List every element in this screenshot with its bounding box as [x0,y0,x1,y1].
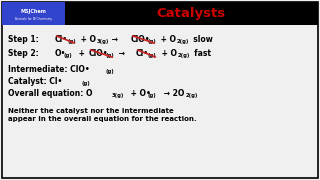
Text: Intermediate: ClO•: Intermediate: ClO• [8,64,90,73]
Text: 2(g): 2(g) [177,39,189,44]
Text: Cl•: Cl• [136,48,149,57]
Text: 3(g): 3(g) [97,39,109,44]
Text: Catalysts: Catalysts [156,6,226,19]
Text: (g): (g) [106,53,115,58]
Text: 2(g): 2(g) [186,93,198,98]
Text: Cl•: Cl• [55,35,68,44]
Text: (g): (g) [106,69,115,74]
Text: 3(g): 3(g) [112,93,124,98]
Text: fast: fast [189,48,211,57]
Text: O•: O• [55,48,66,57]
Text: + O: + O [78,35,96,44]
Bar [2,2,65,25]
Text: (g): (g) [148,39,157,44]
Text: Neither the catalyst nor the intermediate
appear in the overall equation for the: Neither the catalyst nor the intermediat… [8,107,196,123]
Text: (g): (g) [81,81,90,86]
Text: ClO•: ClO• [131,35,151,44]
Text: Overall equation: O: Overall equation: O [8,89,92,98]
Text: + O: + O [158,35,176,44]
Text: →: → [116,48,128,57]
Text: +: + [76,48,87,57]
Text: (g): (g) [67,39,76,44]
Text: ClO•: ClO• [89,48,108,57]
Text: (g): (g) [64,53,73,58]
Text: Step 1:: Step 1: [8,35,44,44]
Text: (g): (g) [148,93,157,98]
Bar [65,2,318,25]
Text: Step 2:: Step 2: [8,48,41,57]
Text: + O•: + O• [128,89,151,98]
Text: → 2O: → 2O [161,89,184,98]
Text: Catalyst: Cl•: Catalyst: Cl• [8,76,62,86]
Text: (g): (g) [148,53,157,58]
Text: Tutorials for IB Chemistry: Tutorials for IB Chemistry [14,17,52,21]
Text: 2(g): 2(g) [178,53,190,58]
Text: →: → [109,35,121,44]
Text: slow: slow [188,35,213,44]
Text: + O: + O [159,48,177,57]
Text: MSJChem: MSJChem [20,8,46,14]
